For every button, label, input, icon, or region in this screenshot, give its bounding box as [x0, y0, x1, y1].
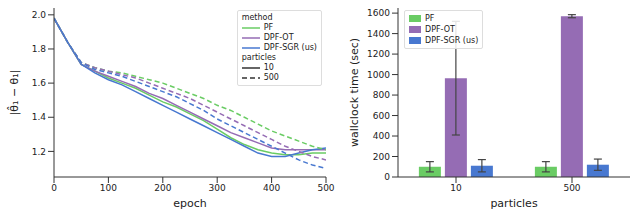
html-text:DPF-SGR (us): DPF-SGR (us)	[425, 36, 479, 45]
svg-text:200: 200	[154, 183, 171, 193]
svg-text:1400: 1400	[367, 29, 390, 39]
html-text:PF: PF	[263, 23, 274, 32]
svg-text:1.6: 1.6	[32, 78, 47, 88]
svg-text:300: 300	[209, 183, 226, 193]
html-text:PF: PF	[425, 14, 435, 23]
svg-text:100: 100	[100, 183, 117, 193]
svg-text:1.2: 1.2	[32, 147, 46, 157]
svg-text:200: 200	[373, 152, 390, 162]
svg-text:wallclock time (sec): wallclock time (sec)	[348, 38, 361, 147]
html-text:DPF-OT: DPF-OT	[263, 33, 294, 42]
svg-text:1.8: 1.8	[32, 44, 47, 54]
html-text:DPF-SGR (us): DPF-SGR (us)	[263, 43, 317, 52]
svg-text:1.4: 1.4	[32, 112, 47, 122]
svg-text:500: 500	[563, 183, 580, 193]
svg-text:0: 0	[384, 172, 390, 182]
svg-text:2.0: 2.0	[32, 10, 47, 20]
svg-text:1600: 1600	[367, 8, 390, 18]
svg-text:400: 400	[373, 131, 390, 141]
svg-text:particles: particles	[490, 197, 537, 209]
svg-text:epoch: epoch	[173, 197, 207, 209]
svg-text:1000: 1000	[367, 70, 390, 80]
html-text:10: 10	[263, 63, 274, 72]
svg-text:800: 800	[373, 90, 390, 100]
html-text:method: method	[241, 13, 273, 22]
html-text:500: 500	[263, 73, 279, 82]
html-text:particles: particles	[241, 53, 276, 62]
svg-text:|θ̂₁ − θ₁|: |θ̂₁ − θ₁|	[8, 70, 21, 116]
svg-text:0: 0	[51, 183, 57, 193]
svg-text:1200: 1200	[367, 49, 390, 59]
svg-text:600: 600	[373, 111, 390, 121]
svg-text:10: 10	[450, 183, 462, 193]
svg-text:500: 500	[317, 183, 334, 193]
html-text:DPF-OT: DPF-OT	[425, 25, 455, 34]
svg-text:400: 400	[263, 183, 280, 193]
